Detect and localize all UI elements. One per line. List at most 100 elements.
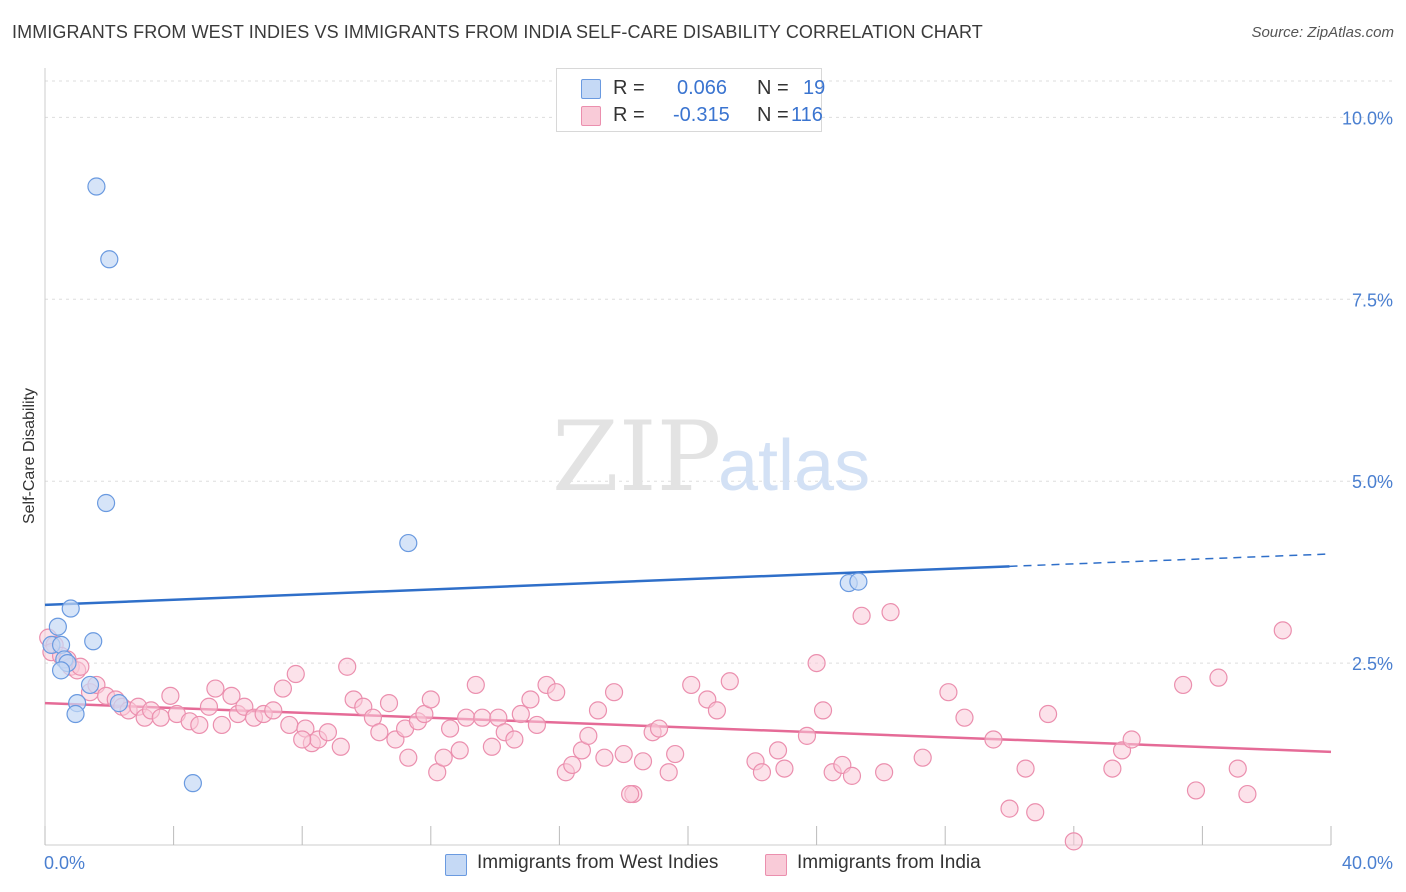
x-ticks [44, 826, 1332, 845]
point-india-68 [563, 755, 582, 775]
point-india-32 [280, 715, 299, 735]
legend-label-west-indies: Immigrants from West Indies [477, 852, 719, 873]
point-india-100 [955, 708, 974, 727]
point-india-79 [659, 763, 678, 782]
series-west-indies-points [42, 177, 868, 793]
point-india-43 [370, 723, 389, 742]
legend-swatch-west-indies [581, 79, 601, 99]
point-india-33 [286, 664, 305, 684]
point-india-81 [682, 675, 701, 695]
legend-swatch-west-indies [445, 854, 467, 876]
point-india-116 [1026, 803, 1045, 822]
point-india-66 [547, 683, 566, 702]
point-india-73 [604, 683, 624, 702]
point-india-53 [440, 719, 460, 738]
point-india-101 [984, 730, 1003, 749]
series-india-points [39, 603, 1292, 851]
point-india-113 [1273, 621, 1292, 640]
point-india-31 [273, 679, 293, 698]
stats-legend: R = 0.066 N = 19 R = -0.315 N = 116 [556, 68, 826, 132]
point-india-55 [457, 708, 476, 727]
point-india-99 [939, 683, 958, 702]
point-india-102 [1000, 799, 1019, 818]
point-india-83 [707, 701, 727, 720]
x-tick-label-max: 40.0% [1342, 853, 1393, 873]
point-west-indies-5 [48, 617, 67, 636]
point-india-76 [633, 752, 653, 771]
point-india-86 [752, 763, 772, 782]
legend-r-label: R = [613, 104, 645, 126]
point-west-indies-1 [100, 250, 119, 269]
point-india-22 [199, 697, 219, 716]
point-india-63 [521, 690, 540, 709]
legend-n-value: 19 [803, 77, 826, 99]
point-india-18 [161, 686, 180, 705]
point-west-indies-11 [51, 661, 71, 680]
point-india-97 [881, 603, 900, 622]
point-india-52 [434, 748, 453, 767]
grid-lines [45, 80, 1393, 664]
point-india-95 [852, 606, 871, 625]
trend-line-west-indies [44, 565, 1010, 607]
legend-swatch-india [581, 106, 601, 126]
watermark-atlas: atlas [718, 426, 870, 506]
point-west-indies-12 [80, 675, 100, 695]
point-india-112 [1238, 784, 1257, 804]
chart-source: Source: ZipAtlas.com [1251, 24, 1394, 41]
point-india-105 [1103, 759, 1122, 778]
point-india-91 [813, 701, 833, 720]
point-india-38 [331, 737, 350, 756]
point-india-47 [399, 748, 418, 767]
point-india-25 [222, 686, 241, 705]
watermark-zip: ZIP [552, 401, 721, 513]
chart-title: IMMIGRANTS FROM WEST INDIES VS IMMIGRANT… [12, 22, 983, 42]
point-india-71 [588, 701, 608, 720]
point-west-indies-16 [183, 774, 202, 793]
point-india-104 [1038, 704, 1058, 724]
point-india-80 [666, 744, 685, 764]
point-india-70 [579, 726, 598, 745]
point-india-98 [913, 748, 932, 767]
y-tick-label-2: 7.5% [1352, 290, 1393, 310]
point-india-78 [649, 719, 669, 738]
point-india-64 [527, 715, 546, 735]
y-axis-label: Self-Care Disability [21, 388, 38, 524]
trend-line-west-indies-extension [1009, 553, 1332, 568]
point-india-89 [797, 726, 817, 745]
point-india-74 [614, 744, 633, 764]
point-west-indies-0 [87, 177, 106, 196]
point-india-108 [1174, 675, 1193, 695]
point-india-21 [190, 715, 209, 735]
legend-n-value: 116 [791, 104, 823, 126]
legend-n-label: N = [757, 104, 789, 126]
legend-swatch-india [765, 854, 787, 876]
x-tick-label-min: 0.0% [44, 853, 85, 873]
point-india-30 [264, 701, 283, 720]
point-india-54 [450, 741, 469, 760]
point-india-107 [1122, 730, 1141, 749]
point-india-110 [1209, 668, 1228, 687]
point-india-88 [775, 759, 794, 778]
point-india-57 [473, 708, 492, 727]
point-india-17 [151, 708, 170, 727]
point-west-indies-7 [84, 632, 103, 651]
y-tick-label-3: 10.0% [1342, 108, 1393, 128]
point-west-indies-18 [849, 572, 868, 591]
legend-r-value: -0.315 [673, 104, 730, 126]
point-west-indies-4 [61, 599, 80, 618]
point-india-56 [466, 675, 485, 695]
point-india-44 [379, 694, 399, 713]
legend-label-india: Immigrants from India [797, 852, 981, 873]
y-tick-label-1: 5.0% [1352, 472, 1393, 492]
point-india-103 [1016, 759, 1035, 778]
point-india-94 [842, 766, 862, 785]
point-india-114 [293, 730, 312, 749]
legend-n-label: N = [757, 77, 789, 99]
y-tick-label-0: 2.5% [1352, 654, 1393, 674]
point-india-50 [421, 690, 440, 709]
point-india-90 [807, 653, 826, 673]
point-india-115 [621, 784, 640, 804]
legend-r-value: 0.066 [677, 77, 728, 99]
point-india-39 [338, 657, 357, 676]
